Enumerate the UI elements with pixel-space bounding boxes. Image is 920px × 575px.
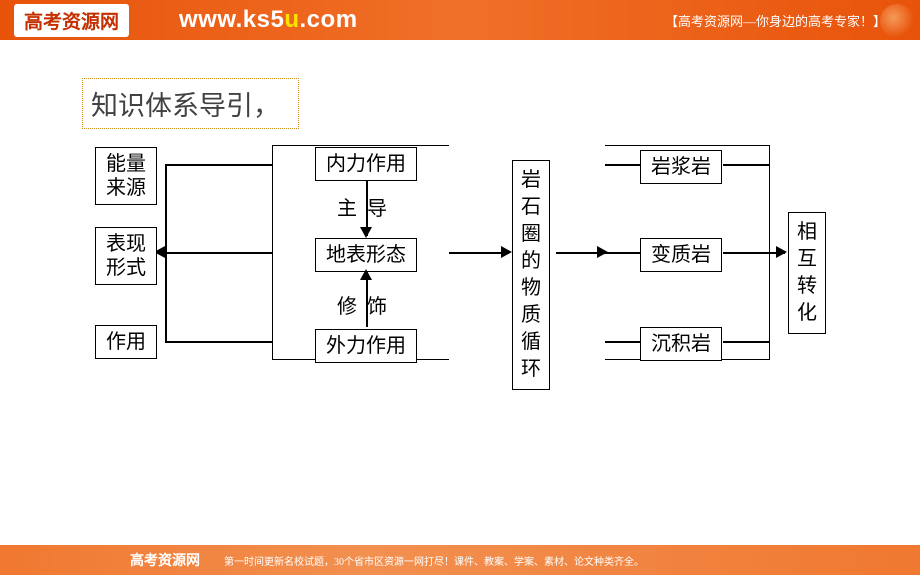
box-sedimentary: 沉积岩: [640, 327, 722, 361]
page-title-box: 知识体系导引，: [82, 78, 299, 129]
site-footer: 高考资源网 第一时间更新名校试题，30个省市区资源一网打尽！课件、教案、学案、素…: [0, 545, 920, 575]
box-transform: 相 互 转 化: [788, 212, 826, 334]
box-cycle: 岩 石 圈 的 物 质 循 环: [512, 160, 550, 390]
flowchart: 能量 来源 表现 形式 作用 内力作用 地表形态 外力作用 主导 修饰 岩 石 …: [75, 145, 855, 375]
box-effect: 作用: [95, 325, 157, 359]
box-external: 外力作用: [315, 329, 417, 363]
label-modify: 修饰: [337, 290, 397, 319]
logo-block: 高考资源网: [14, 4, 129, 37]
page-title-row: 知识体系导引，: [82, 78, 920, 129]
box-surface: 地表形态: [315, 238, 417, 272]
footer-logo: 高考资源网: [130, 550, 200, 570]
footer-text: 第一时间更新名校试题，30个省市区资源一网打尽！课件、教案、学案、素材、论文种类…: [224, 553, 644, 568]
box-form: 表现 形式: [95, 227, 157, 285]
box-internal: 内力作用: [315, 147, 417, 181]
tagline: 【高考资源网—你身边的高考专家！】: [665, 11, 886, 30]
box-energy: 能量 来源: [95, 147, 157, 205]
site-header: 高考资源网 www.ks5u.com 【高考资源网—你身边的高考专家！】: [0, 0, 920, 40]
box-igneous: 岩浆岩: [640, 150, 722, 184]
site-url: www.ks5u.com: [179, 6, 358, 34]
box-metamorphic: 变质岩: [640, 238, 722, 272]
page-title: 知识体系导引，: [91, 91, 280, 121]
swirl-icon: [880, 4, 914, 38]
label-dominant: 主导: [337, 192, 397, 221]
logo-text: 高考资源网: [24, 12, 119, 33]
